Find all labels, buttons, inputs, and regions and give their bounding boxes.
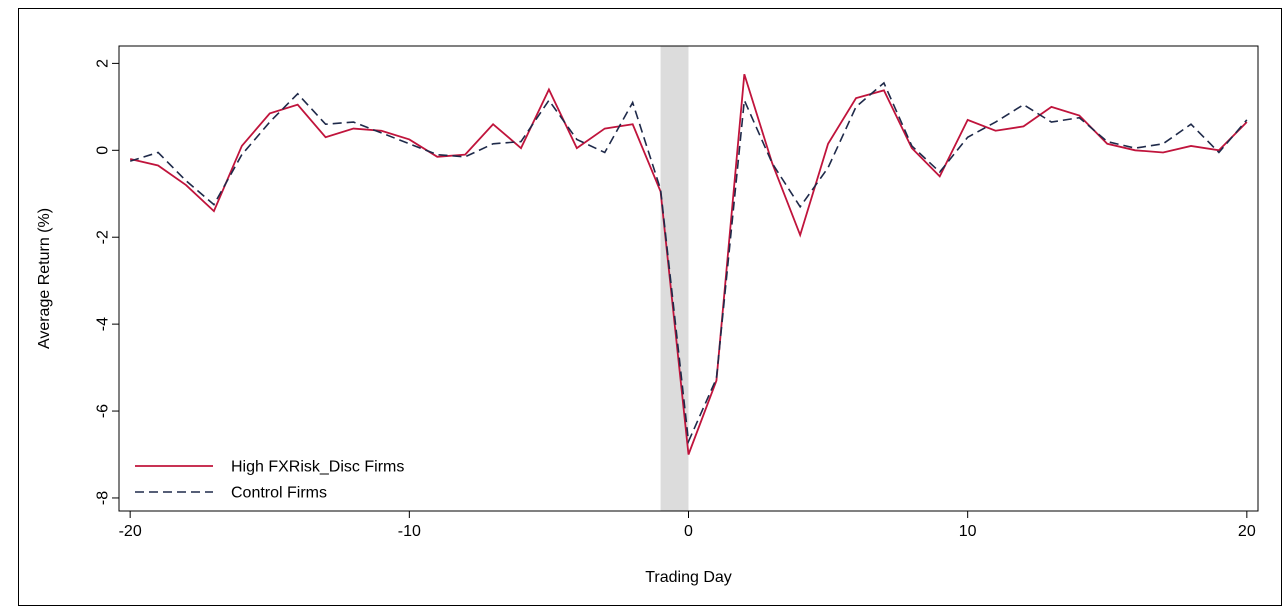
y-tick-label: 0 [95, 146, 112, 155]
legend-label: Control Firms [231, 485, 327, 502]
legend: High FXRisk_Disc Firms Control Firms [135, 459, 404, 502]
x-tick-label: 20 [1238, 523, 1256, 540]
x-tick-label: -10 [398, 523, 421, 540]
series-line-high-fxrisk-disc [129, 73, 1248, 455]
x-tick-label: 10 [959, 523, 977, 540]
y-axis-title: Average Return (%) [36, 208, 53, 349]
x-tick-label: -20 [119, 523, 142, 540]
y-tick-label: -6 [95, 404, 112, 418]
series-line-control-firms [129, 81, 1248, 445]
chart-frame: -20 -10 0 10 20 2 0 -2 -4 -6 -8 Average Return (%)… [18, 8, 1282, 606]
y-tick-label: -8 [95, 491, 112, 505]
event-window-band [660, 46, 689, 511]
y-tick-label: -4 [95, 317, 112, 331]
y-tick-label: -2 [95, 230, 112, 244]
series-layer [129, 73, 1248, 455]
shade-layer [660, 46, 689, 511]
legend-label: High FXRisk_Disc Firms [231, 459, 404, 476]
y-tick-label: 2 [95, 59, 112, 68]
x-axis-title: Trading Day [645, 569, 732, 586]
x-tick-label: 0 [684, 523, 693, 540]
